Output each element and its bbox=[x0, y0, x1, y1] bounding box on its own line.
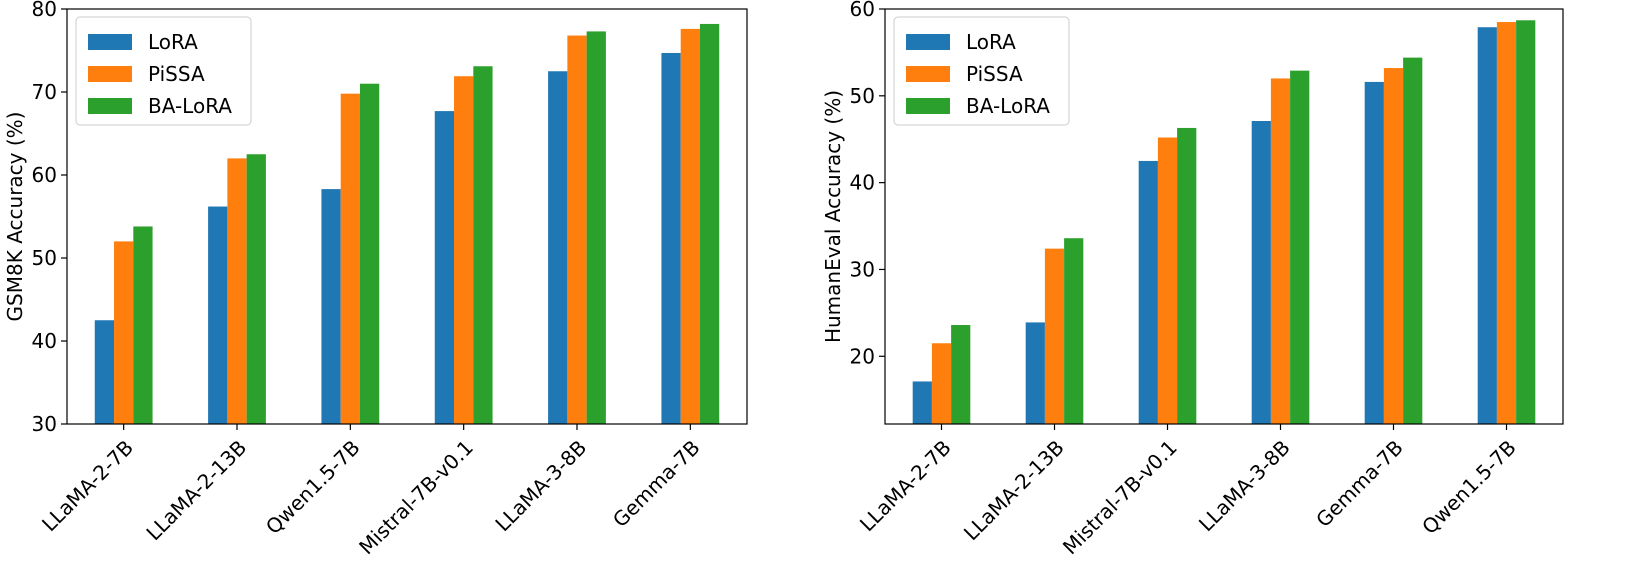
y-tick-label: 40 bbox=[32, 329, 57, 353]
y-tick-label: 50 bbox=[32, 246, 57, 270]
bar-pissa-2 bbox=[1044, 248, 1065, 424]
bar-pissa-1 bbox=[114, 241, 134, 424]
bar-ba-lora-2 bbox=[246, 154, 266, 424]
y-tick-label: 30 bbox=[32, 412, 57, 436]
bar-lora-2 bbox=[1025, 322, 1045, 424]
bar-pissa-4 bbox=[1270, 78, 1291, 425]
bar-lora-3 bbox=[1138, 160, 1158, 424]
x-tick-label: LLaMA-3-8B bbox=[1194, 435, 1295, 536]
y-tick-label: 30 bbox=[850, 257, 875, 281]
y-axis-label: HumanEval Accuracy (%) bbox=[821, 90, 845, 343]
y-tick-label: 80 bbox=[32, 0, 57, 21]
bar-ba-lora-3 bbox=[1177, 127, 1197, 424]
x-tick-label: Gemma-7B bbox=[1311, 435, 1408, 532]
bar-ba-lora-5 bbox=[586, 31, 606, 424]
bar-pissa-3 bbox=[1157, 137, 1178, 425]
bar-ba-lora-5 bbox=[1403, 57, 1423, 424]
legend-label-lora: LoRA bbox=[148, 30, 198, 54]
bar-lora-4 bbox=[434, 111, 455, 424]
legend: LoRA PiSSA BA-LoRA bbox=[893, 16, 1070, 126]
bar-ba-lora-1 bbox=[133, 226, 153, 424]
x-tick-label: Mistral-7B-v0.1 bbox=[354, 435, 478, 559]
legend-swatch-ba-lora bbox=[906, 98, 950, 114]
bar-lora-5 bbox=[548, 71, 568, 424]
legend-label-pissa: PiSSA bbox=[966, 62, 1023, 86]
legend-swatch-pissa bbox=[88, 66, 132, 82]
y-tick-label: 40 bbox=[850, 171, 875, 195]
bar-ba-lora-6 bbox=[1516, 20, 1536, 424]
bar-lora-4 bbox=[1251, 120, 1271, 424]
x-tick-label: LLaMA-2-13B bbox=[141, 435, 251, 545]
bar-pissa-2 bbox=[227, 158, 247, 424]
legend: LoRA PiSSA BA-LoRA bbox=[75, 16, 252, 126]
x-tick-label: Gemma-7B bbox=[608, 435, 705, 532]
bar-pissa-5 bbox=[567, 35, 587, 425]
chart-2: 20 30 40 50 60 LLaMA-2-7B LLaMA-2-13BMistral-7… bbox=[821, 0, 1564, 559]
bar-ba-lora-1 bbox=[951, 325, 971, 424]
bar-pissa-4 bbox=[454, 76, 474, 424]
bar-ba-lora-2 bbox=[1064, 238, 1084, 424]
bar-pissa-1 bbox=[931, 343, 952, 424]
bar-lora-5 bbox=[1364, 81, 1384, 425]
bar-lora-6 bbox=[1477, 27, 1497, 425]
bar-ba-lora-4 bbox=[473, 66, 493, 425]
bar-pissa-6 bbox=[1496, 22, 1517, 425]
y-tick-label: 50 bbox=[850, 84, 875, 108]
x-tick-label: Mistral-7B-v0.1 bbox=[1058, 435, 1182, 559]
bar-ba-lora-4 bbox=[1290, 70, 1310, 424]
y-tick-label: 20 bbox=[850, 344, 875, 368]
plot-frame bbox=[66, 8, 748, 425]
x-tick-label: Qwen1.5-7B bbox=[261, 435, 365, 539]
x-tick-label: LLaMA-3-8B bbox=[490, 435, 591, 536]
bar-pissa-6 bbox=[680, 28, 700, 424]
plot-frame bbox=[884, 8, 1564, 425]
y-axis-label: GSM8K Accuracy (%) bbox=[3, 112, 27, 322]
bar-lora-1 bbox=[912, 381, 932, 424]
legend-label-ba-lora: BA-LoRA bbox=[966, 94, 1050, 118]
bar-lora-3 bbox=[321, 189, 341, 424]
legend-swatch-pissa bbox=[906, 66, 950, 82]
bar-lora-1 bbox=[94, 320, 115, 424]
y-tick-label: 70 bbox=[32, 80, 57, 104]
bar-pissa-5 bbox=[1383, 68, 1404, 424]
bar-lora-2 bbox=[208, 206, 228, 424]
legend-swatch-ba-lora bbox=[88, 98, 132, 114]
legend-swatch-lora bbox=[88, 34, 132, 50]
x-tick-label: LLaMA-2-7B bbox=[855, 435, 956, 536]
x-tick-label: LLaMA-2-7B bbox=[37, 435, 138, 536]
legend-label-ba-lora: BA-LoRA bbox=[148, 94, 232, 118]
legend-swatch-lora bbox=[906, 34, 950, 50]
bar-ba-lora-6 bbox=[699, 23, 720, 424]
bar-ba-lora-3 bbox=[359, 83, 380, 424]
x-tick-label: Qwen1.5-7B bbox=[1417, 435, 1521, 539]
legend-label-lora: LoRA bbox=[966, 30, 1016, 54]
bar-lora-6 bbox=[661, 52, 681, 425]
chart-1: 30 40 50 60 70 80 LLaMA-2-7B LLaMA-2-13B Qwen1.5… bbox=[3, 0, 748, 559]
y-tick-label: 60 bbox=[850, 0, 875, 21]
y-tick-label: 60 bbox=[32, 163, 57, 187]
bar-pissa-3 bbox=[340, 93, 360, 424]
x-tick-label: LLaMA-2-13B bbox=[959, 435, 1069, 545]
legend-label-pissa: PiSSA bbox=[148, 62, 205, 86]
